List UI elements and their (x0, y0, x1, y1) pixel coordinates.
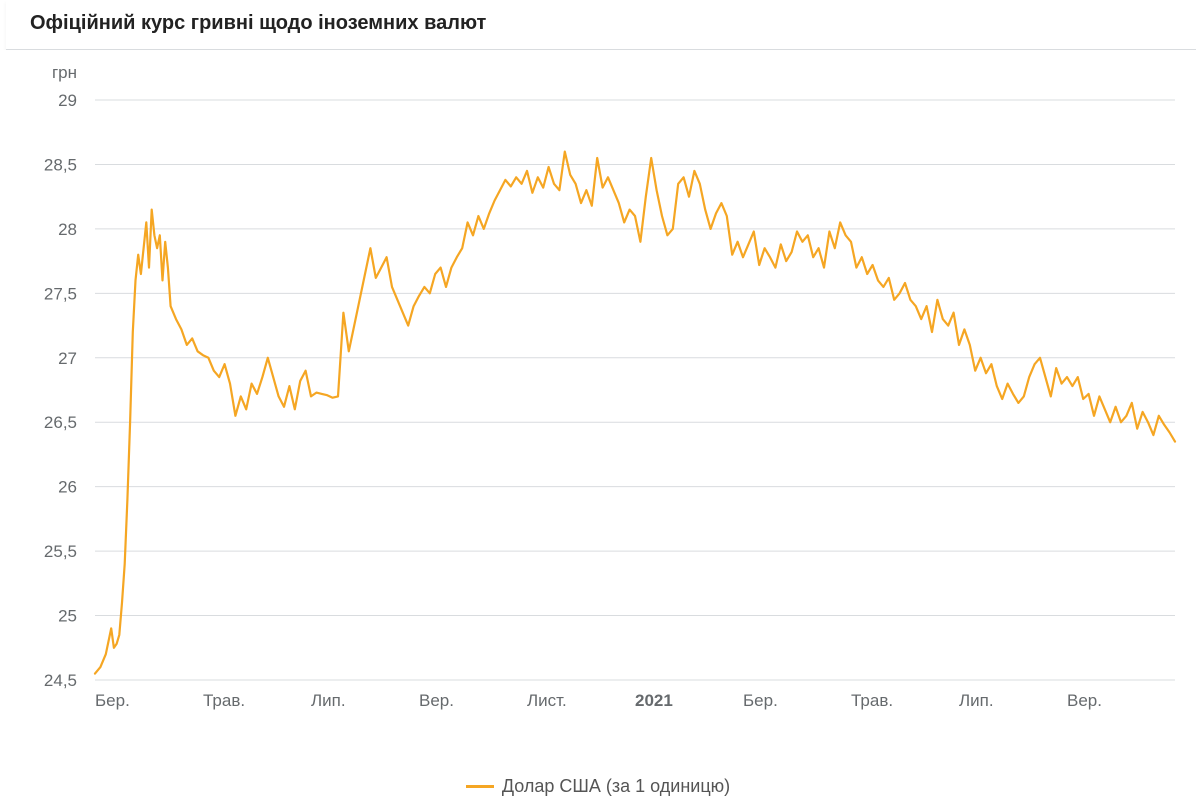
chart-container: Офіційний курс гривні щодо іноземних вал… (0, 0, 1196, 797)
y-tick-label: 28,5 (44, 155, 77, 174)
y-tick-label: 26,5 (44, 413, 77, 432)
y-tick-label: 29 (58, 91, 77, 110)
x-tick-label: Вер. (1067, 691, 1102, 710)
y-tick-label: 24,5 (44, 671, 77, 690)
y-tick-label: 26 (58, 478, 77, 497)
title-bar: Офіційний курс гривні щодо іноземних вал… (6, 0, 1196, 50)
x-tick-label: Бер. (95, 691, 130, 710)
y-tick-label: 27 (58, 349, 77, 368)
y-tick-label: 27,5 (44, 284, 77, 303)
x-tick-label: Трав. (851, 691, 893, 710)
y-tick-label: 25,5 (44, 542, 77, 561)
x-tick-label: Трав. (203, 691, 245, 710)
x-tick-label: Вер. (419, 691, 454, 710)
x-tick-label: Лип. (959, 691, 994, 710)
legend: Долар США (за 1 одиницю) (0, 776, 1196, 797)
x-tick-label: 2021 (635, 691, 673, 710)
y-tick-label: 25 (58, 607, 77, 626)
chart-svg: грн 24,5 25 25,5 26 26,5 27 27,5 28 28,5 29 Бер. Тра… (0, 50, 1196, 770)
chart-title: Офіційний курс гривні щодо іноземних вал… (30, 12, 1172, 35)
x-tick-label: Лист. (527, 691, 567, 710)
x-tick-label: Бер. (743, 691, 778, 710)
y-axis-label: грн (52, 63, 77, 82)
x-tick-label: Лип. (311, 691, 346, 710)
legend-swatch (466, 785, 494, 788)
y-tick-label: 28 (58, 220, 77, 239)
chart-area: грн 24,5 25 25,5 26 26,5 27 27,5 28 28,5 29 Бер. Тра… (0, 50, 1196, 797)
legend-label: Долар США (за 1 одиницю) (502, 776, 730, 797)
